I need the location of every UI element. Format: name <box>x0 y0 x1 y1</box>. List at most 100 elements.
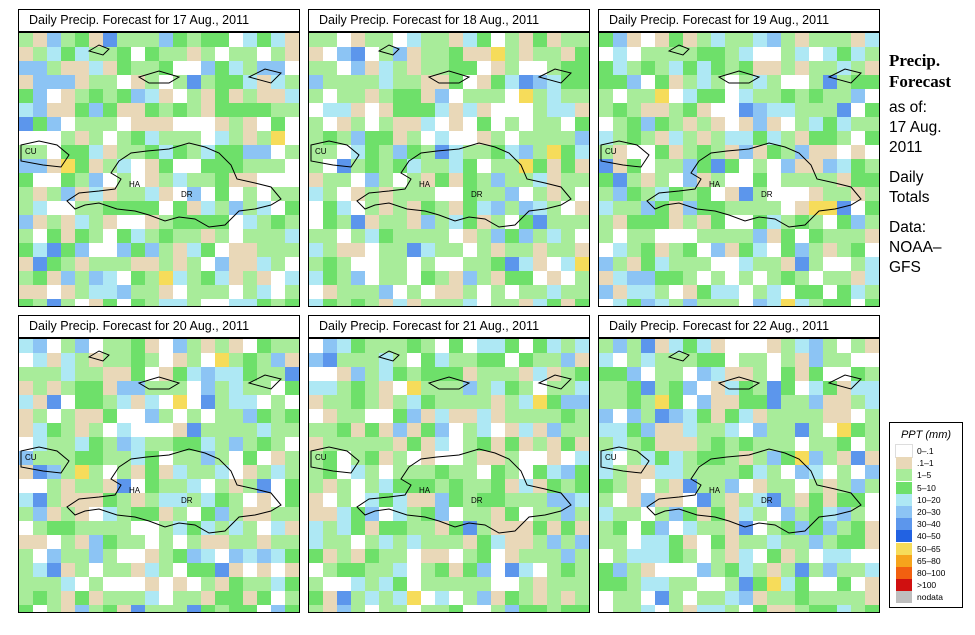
legend-item: 40–50 <box>890 530 962 543</box>
totals-line2: Totals <box>889 189 930 206</box>
sidebar-title-line2: Forecast <box>889 72 951 91</box>
country-label: HA <box>129 180 141 189</box>
legend-label: .1–1 <box>917 458 934 469</box>
legend-swatch <box>896 591 912 604</box>
forecast-panel-4: Daily Precip. Forecast for 20 Aug., 2011… <box>18 315 300 613</box>
coastline <box>377 350 400 362</box>
legend-label: 80–100 <box>917 567 946 578</box>
legend-label: 20–30 <box>917 507 941 518</box>
panel-title: Daily Precip. Forecast for 17 Aug., 2011 <box>18 9 300 32</box>
legend-item: 1–5 <box>890 469 962 482</box>
legend-swatch <box>896 481 912 494</box>
forecast-panel-1: Daily Precip. Forecast for 17 Aug., 2011… <box>18 9 300 307</box>
forecast-panel-5: Daily Precip. Forecast for 21 Aug., 2011… <box>308 315 590 613</box>
legend-label: 0–.1 <box>917 446 934 457</box>
coastline <box>247 374 282 390</box>
legend-label: 10–20 <box>917 494 941 505</box>
legend-item: 0–.1 <box>890 444 962 459</box>
legend-label: 5–10 <box>917 482 936 493</box>
coastline <box>827 374 862 390</box>
coastline <box>247 68 282 84</box>
country-label: HA <box>709 486 721 495</box>
asof-line3: 2011 <box>889 139 923 156</box>
legend-label: 1–5 <box>917 470 932 481</box>
precip-legend: PPT (mm) 0–.1.1–1 1–5 5–10 10–20 20–30 30–40 4… <box>889 422 963 608</box>
legend-swatch <box>896 506 912 519</box>
legend-label: 40–50 <box>917 531 941 542</box>
legend-item: 20–30 <box>890 506 962 519</box>
legend-swatch <box>896 579 912 592</box>
coastline <box>20 446 70 474</box>
coastline <box>137 376 181 390</box>
coastline <box>537 68 572 84</box>
legend-item: .1–1 <box>890 457 962 470</box>
legend-label: nodata <box>917 592 943 603</box>
country-label: DR <box>761 496 773 505</box>
coastline <box>537 374 572 390</box>
panel-title: Daily Precip. Forecast for 22 Aug., 2011 <box>598 315 880 338</box>
forecast-panel-3: Daily Precip. Forecast for 19 Aug., 2011… <box>598 9 880 307</box>
coastline <box>20 140 70 168</box>
legend-item: 65–80 <box>890 554 962 567</box>
legend-swatch <box>896 457 912 470</box>
legend-item: 5–10 <box>890 481 962 494</box>
country-label: HA <box>419 486 431 495</box>
precip-map: CU HA DR <box>308 32 590 307</box>
legend-swatch <box>896 469 912 482</box>
coastline <box>667 44 690 56</box>
legend-label: 50–65 <box>917 543 941 554</box>
country-label: HA <box>709 180 721 189</box>
coastline <box>377 44 400 56</box>
coastline <box>66 448 282 534</box>
country-label: DR <box>181 190 193 199</box>
coastline <box>310 140 360 168</box>
legend-swatch <box>896 542 912 555</box>
country-label: CU <box>25 453 37 462</box>
country-label: DR <box>761 190 773 199</box>
precip-map: CU HA DR <box>598 32 880 307</box>
legend-swatch <box>896 554 912 567</box>
coastline <box>87 350 110 362</box>
legend-item: 10–20 <box>890 493 962 506</box>
sidebar-title-line1: Precip. <box>889 51 941 70</box>
coastline <box>427 376 471 390</box>
legend-item: 30–40 <box>890 518 962 531</box>
precip-map: CU HA DR <box>598 338 880 613</box>
asof-line1: as of: <box>889 99 927 116</box>
coastline <box>356 448 572 534</box>
legend-swatch <box>896 518 912 531</box>
legend-swatch <box>896 566 912 579</box>
panel-title: Daily Precip. Forecast for 20 Aug., 2011 <box>18 315 300 338</box>
asof-line2: 17 Aug. <box>889 119 942 136</box>
country-label: CU <box>25 147 37 156</box>
coastline <box>646 142 862 228</box>
data-line1: Data: <box>889 219 927 236</box>
country-label: DR <box>471 190 483 199</box>
totals-line1: Daily <box>889 169 924 186</box>
sidebar-info: Precip. Forecast as of: 17 Aug. 2011 Dai… <box>889 50 973 278</box>
panel-title: Daily Precip. Forecast for 19 Aug., 2011 <box>598 9 880 32</box>
coastline <box>427 70 471 84</box>
coastline <box>827 68 862 84</box>
country-label: DR <box>181 496 193 505</box>
precip-map: CU HA DR <box>308 338 590 613</box>
forecast-panel-2: Daily Precip. Forecast for 18 Aug., 2011… <box>308 9 590 307</box>
coastline <box>600 140 650 168</box>
coastline <box>717 376 761 390</box>
panel-title: Daily Precip. Forecast for 18 Aug., 2011 <box>308 9 590 32</box>
precip-map: CU HA DR <box>18 338 300 613</box>
legend-item: nodata <box>890 591 962 604</box>
coastline <box>310 446 360 474</box>
country-label: HA <box>129 486 141 495</box>
legend-label: 65–80 <box>917 555 941 566</box>
panel-title: Daily Precip. Forecast for 21 Aug., 2011 <box>308 315 590 338</box>
legend-swatch <box>896 530 912 543</box>
coastline <box>646 448 862 534</box>
legend-label: 30–40 <box>917 519 941 530</box>
coastline <box>600 446 650 474</box>
legend-swatch <box>895 444 913 459</box>
data-line3: GFS <box>889 259 921 276</box>
legend-item: 50–65 <box>890 542 962 555</box>
country-label: CU <box>605 453 617 462</box>
country-label: HA <box>419 180 431 189</box>
